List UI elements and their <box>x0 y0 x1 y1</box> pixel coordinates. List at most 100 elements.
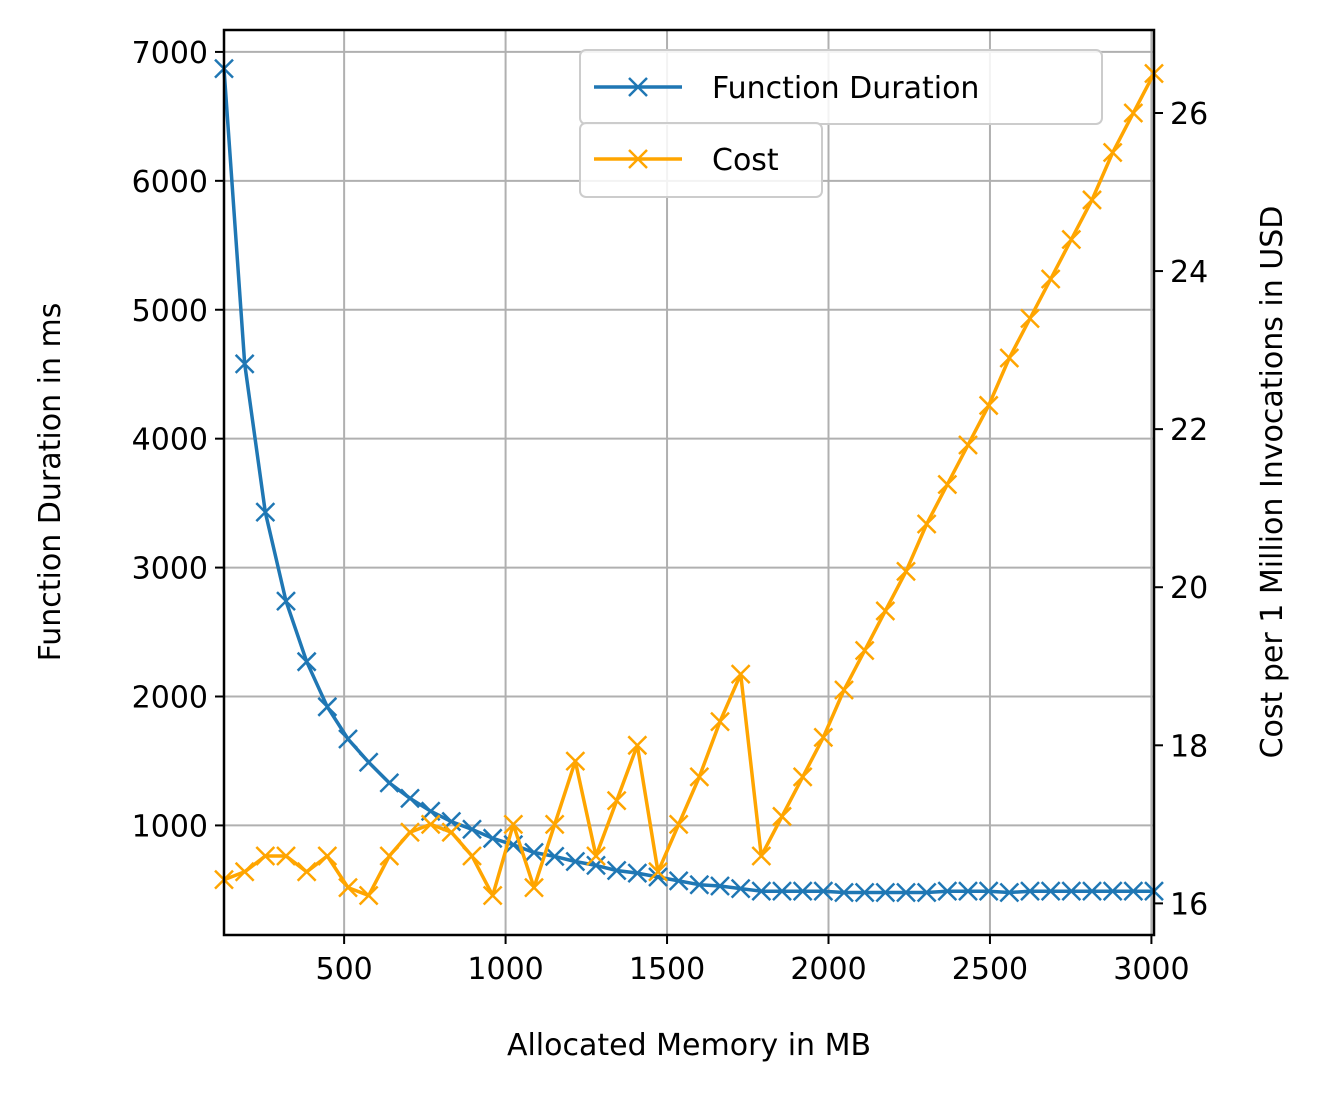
marker-stroke <box>628 149 648 169</box>
marker-stroke <box>462 846 482 866</box>
marker-stroke <box>255 846 276 866</box>
marker-stroke <box>1061 229 1082 250</box>
cost-point <box>1061 229 1082 250</box>
cost-point <box>296 861 317 882</box>
marker-stroke <box>317 696 338 717</box>
cost-point <box>234 861 255 882</box>
y-tick-label-left: 2000 <box>132 681 208 716</box>
cost-point <box>317 846 338 866</box>
marker-stroke <box>462 819 482 840</box>
marker-stroke <box>606 860 627 881</box>
plot-frame <box>222 28 1156 937</box>
cost-line <box>223 72 1156 898</box>
legend-duration-swatch <box>594 77 682 97</box>
function-duration-point <box>916 882 937 903</box>
cost-point <box>689 767 710 787</box>
y-tick-label-left: 1000 <box>132 809 208 844</box>
marker-stroke <box>834 680 854 700</box>
marker-stroke <box>792 881 813 902</box>
y-axis-title-right: Cost per 1 Million Invocations in USD <box>1255 206 1290 759</box>
function-duration-point <box>958 881 978 902</box>
cost-point <box>255 846 276 866</box>
marker-stroke <box>751 881 772 902</box>
marker-stroke <box>916 514 937 534</box>
cost-point <box>937 474 958 495</box>
marker-stroke <box>689 874 710 895</box>
marker-stroke <box>296 651 317 672</box>
function-duration-point <box>565 851 586 872</box>
cost-point <box>648 861 668 882</box>
marker-stroke <box>668 870 689 891</box>
cost-point <box>606 790 627 811</box>
marker-stroke <box>358 752 379 773</box>
x-axis-title: Allocated Memory in MB <box>507 1028 871 1063</box>
marker-stroke <box>937 474 958 495</box>
cost-point <box>854 640 875 661</box>
y-tick-label-right: 26 <box>1170 97 1208 132</box>
marker-stroke <box>730 878 751 899</box>
marker-stroke <box>503 814 524 835</box>
function-duration-point <box>1040 881 1061 902</box>
marker-stroke <box>400 788 420 809</box>
marker-stroke <box>1102 881 1123 902</box>
marker-stroke <box>627 735 648 756</box>
marker-stroke <box>379 772 400 793</box>
legend-cost-swatch <box>594 149 682 169</box>
marker-stroke <box>710 876 730 896</box>
marker-stroke <box>234 354 255 374</box>
function-duration-point <box>896 882 916 903</box>
cost-point <box>668 814 689 835</box>
marker-stroke <box>628 77 648 97</box>
marker-stroke <box>813 881 834 902</box>
marker-stroke <box>544 814 565 835</box>
legend-duration-label: Function Duration <box>712 71 979 106</box>
cost-point <box>999 348 1020 368</box>
marker-stroke <box>978 395 999 416</box>
series-layer <box>214 58 1164 906</box>
cost-point <box>338 877 358 898</box>
marker-stroke <box>627 863 648 884</box>
legend-marker <box>628 77 648 97</box>
cost-point <box>503 814 524 835</box>
marker-stroke <box>751 846 772 866</box>
cost-point <box>482 885 503 906</box>
marker-stroke <box>1020 308 1040 329</box>
marker-stroke <box>1123 881 1144 902</box>
cost-point <box>1123 103 1144 123</box>
legend-duration-box <box>579 49 1103 125</box>
function-duration-point <box>276 591 296 611</box>
y-tick-label-right: 18 <box>1170 729 1208 764</box>
marker-stroke <box>296 861 317 882</box>
cost-point <box>627 735 648 756</box>
x-tick-label: 2500 <box>952 952 1028 987</box>
function-duration-point <box>317 696 338 717</box>
x-tick-label: 2000 <box>790 952 866 987</box>
legend-cost: Cost <box>579 122 823 198</box>
function-duration-point <box>978 881 999 902</box>
marker-stroke <box>255 502 276 523</box>
marker-stroke <box>1061 881 1082 902</box>
function-duration-point <box>338 729 358 749</box>
marker-stroke <box>772 806 792 827</box>
cost-point <box>586 846 606 866</box>
function-duration-point <box>1102 881 1123 902</box>
marker-stroke <box>400 822 420 843</box>
function-duration-point <box>710 876 730 896</box>
marker-stroke <box>586 846 606 866</box>
cost-point <box>792 767 813 787</box>
marker-stroke <box>565 851 586 872</box>
function-duration-point <box>358 752 379 773</box>
function-duration-point <box>813 881 834 902</box>
cost-point <box>958 435 978 455</box>
cost-point <box>1082 190 1102 210</box>
cost-point <box>379 846 400 866</box>
legend-cost-label: Cost <box>712 143 779 178</box>
y-tick-label-left: 6000 <box>132 165 208 200</box>
function-duration-point <box>255 502 276 523</box>
marker-stroke <box>999 348 1020 368</box>
cost-point <box>875 601 896 621</box>
marker-stroke <box>978 881 999 902</box>
function-duration-point <box>296 651 317 672</box>
marker-stroke <box>937 881 958 902</box>
